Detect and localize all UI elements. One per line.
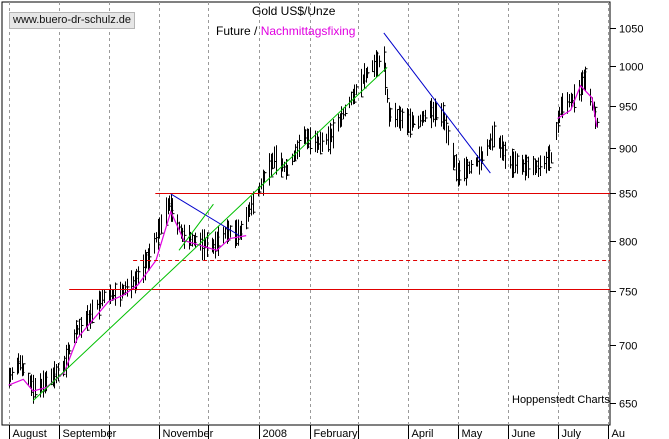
y-tick-label: 750 <box>619 287 637 299</box>
x-tick-label: July <box>562 428 582 439</box>
plot-frame <box>1 1 611 426</box>
legend: Future / Nachmittagsfixing <box>216 24 355 38</box>
grid-layer <box>1 1 611 426</box>
x-tick-label: Au <box>612 428 625 439</box>
series-layer <box>8 46 600 404</box>
x-tick-label: February <box>314 428 359 439</box>
source-label: Hoppenstedt Charts <box>512 394 610 406</box>
x-tick-label: June <box>512 428 536 439</box>
fixing-line <box>557 84 598 127</box>
y-tick-label: 650 <box>619 399 637 411</box>
chart-title: Gold US$/Unze <box>252 4 336 18</box>
trend-line <box>383 32 491 174</box>
x-tick-label: August <box>13 428 47 439</box>
legend-future: Future / <box>216 24 258 38</box>
y-tick-label: 800 <box>619 237 637 249</box>
x-tick-label: September <box>63 428 117 439</box>
x-tick-label: April <box>412 428 434 439</box>
annotation-layer <box>32 32 610 401</box>
x-tick-label: 2008 <box>263 428 287 439</box>
y-tick-label: 1050 <box>619 24 643 36</box>
y-tick-label: 900 <box>619 144 637 156</box>
legend-fixing: Nachmittagsfixing <box>260 24 356 38</box>
y-tick-label: 850 <box>619 189 637 201</box>
trend-line <box>178 203 214 251</box>
website-watermark: www.buero-dr-schulz.de <box>9 12 135 29</box>
y-tick-label: 700 <box>619 341 637 353</box>
x-tick-label: May <box>462 428 483 439</box>
y-tick-label: 1000 <box>619 62 643 74</box>
axis-layer: August September November 2008 February April… <box>9 24 643 439</box>
y-tick-label: 950 <box>619 102 637 114</box>
trend-line <box>32 67 388 401</box>
fixing-line <box>8 210 247 392</box>
x-tick-label: November <box>163 428 214 439</box>
